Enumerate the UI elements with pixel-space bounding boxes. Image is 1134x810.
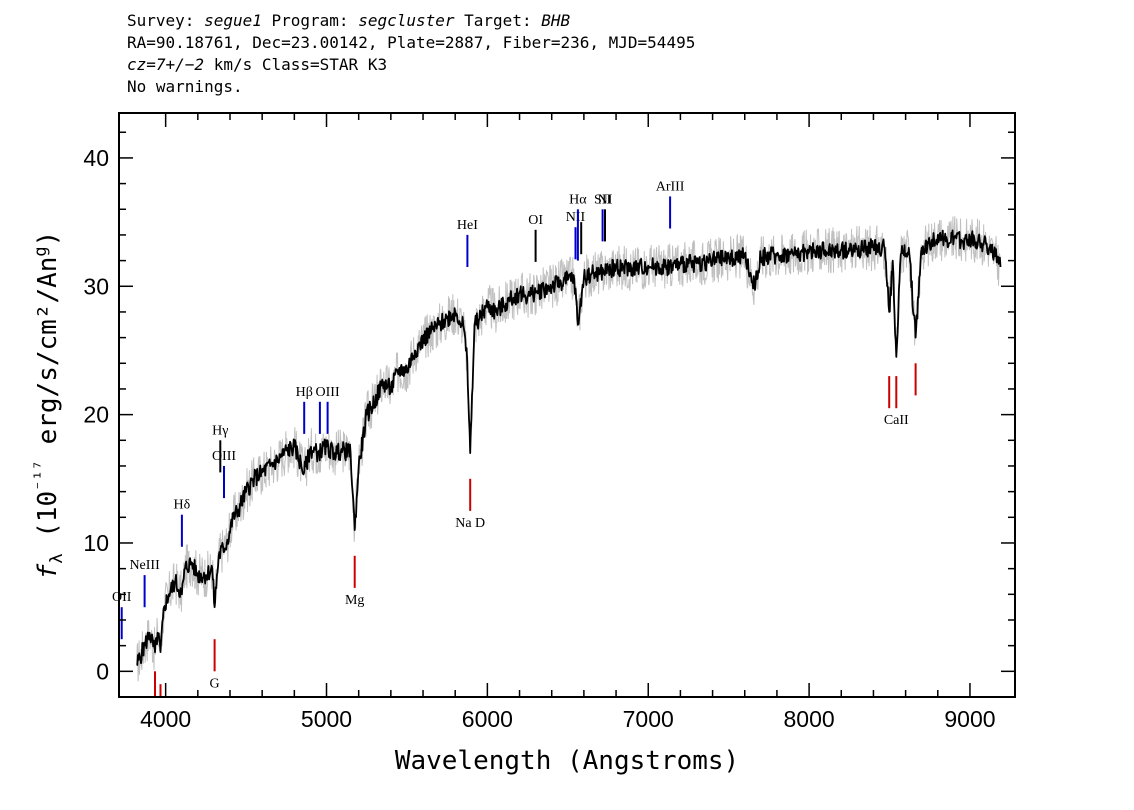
noise-envelope [136, 216, 1001, 682]
y-axis-label: fλ (10⁻¹⁷ erg/s/cm²/Ang) [31, 231, 67, 580]
class-value: km/s Class=STAR K3 [204, 55, 388, 74]
emission-label-oiii-5007: OIII [316, 385, 340, 400]
x-tick-label: 6000 [462, 706, 513, 732]
y-tick-label: 40 [83, 145, 109, 171]
y-tick-label: 10 [83, 530, 109, 556]
x-tick-label: 7000 [623, 706, 674, 732]
x-tick-label: 4000 [140, 706, 191, 732]
emission-label-neiii: NeIII [129, 558, 160, 573]
y-tick-label: 0 [96, 658, 109, 684]
survey-value: segue1 [204, 11, 262, 30]
redshift-value: cz=7+/−2 [127, 55, 205, 74]
absorption-label-g: G [210, 676, 220, 691]
header-line-redshift: cz=7+/−2 km/s Class=STAR K3 [127, 54, 695, 76]
absorption-label-caii-8542: CaII [884, 413, 909, 428]
noise-envelope-line [136, 216, 1001, 682]
x-tick-label: 9000 [944, 706, 995, 732]
program-value: segcluster [358, 11, 455, 30]
x-tick-label: 5000 [301, 706, 352, 732]
y-tick-label: 30 [83, 273, 109, 299]
emission-label-sii-6731: NI [598, 192, 613, 207]
emission-label-hbeta: Hβ [296, 385, 313, 400]
absorption-label-nad: Na D [455, 516, 485, 531]
emission-label-hdelta: Hδ [174, 498, 191, 513]
header-line-survey: Survey: segue1 Program: segcluster Targe… [127, 10, 695, 32]
emission-label-oiii-4363: OIII [212, 449, 236, 464]
emission-label-sii-6716: SII [594, 192, 611, 207]
emission-label-oii: OII [112, 590, 132, 605]
survey-label: Survey: [127, 11, 205, 30]
emission-label-hei: HeI [457, 218, 478, 233]
emission-label-nii-6548: NII [566, 210, 586, 225]
flux-series [136, 229, 1002, 666]
plot-axes: 4000 5000 6000 7000 8000 9000 0 10 20 30 40 [83, 112, 1016, 732]
header-line-warnings: No warnings. [127, 77, 243, 96]
flux-line [136, 229, 1002, 666]
absorption-label-mg: Mg [345, 593, 364, 608]
spectrum-header: Survey: segue1 Program: segcluster Targe… [127, 10, 695, 98]
emission-label-oi: OI [528, 213, 543, 228]
program-label: Program: [261, 11, 359, 30]
emission-label-halpha: Hα [569, 192, 587, 207]
x-axis-label: Wavelength (Angstroms) [395, 746, 739, 776]
header-line-coordinates: RA=90.18761, Dec=23.00142, Plate=2887, F… [127, 33, 696, 52]
target-value: BHB [541, 11, 571, 30]
plot-frame [118, 112, 1016, 698]
x-tick-label: 8000 [784, 706, 835, 732]
emission-label-hgamma: Hγ [212, 423, 228, 438]
y-tick-label: 20 [83, 402, 109, 428]
target-label: Target: [454, 11, 542, 30]
emission-label-ariii: ArIII [656, 179, 685, 194]
